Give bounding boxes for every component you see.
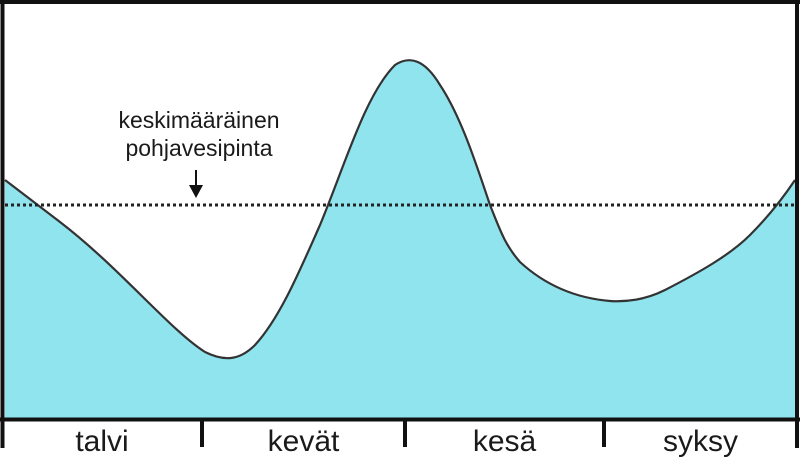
average-level-label: keskimääräinen pohjavesipinta (89, 106, 309, 162)
season-label-summer: kesä (472, 425, 537, 458)
season-label-winter: talvi (75, 425, 129, 458)
season-label-autumn: syksy (663, 425, 738, 458)
groundwater-fill-area (5, 60, 795, 419)
season-label-spring: kevät (267, 425, 340, 458)
average-level-label-line2: pohjavesipinta (125, 135, 273, 161)
groundwater-level-curve (4, 59, 796, 360)
down-arrow-icon (189, 170, 203, 198)
average-level-label-line1: keskimääräinen (118, 107, 280, 133)
